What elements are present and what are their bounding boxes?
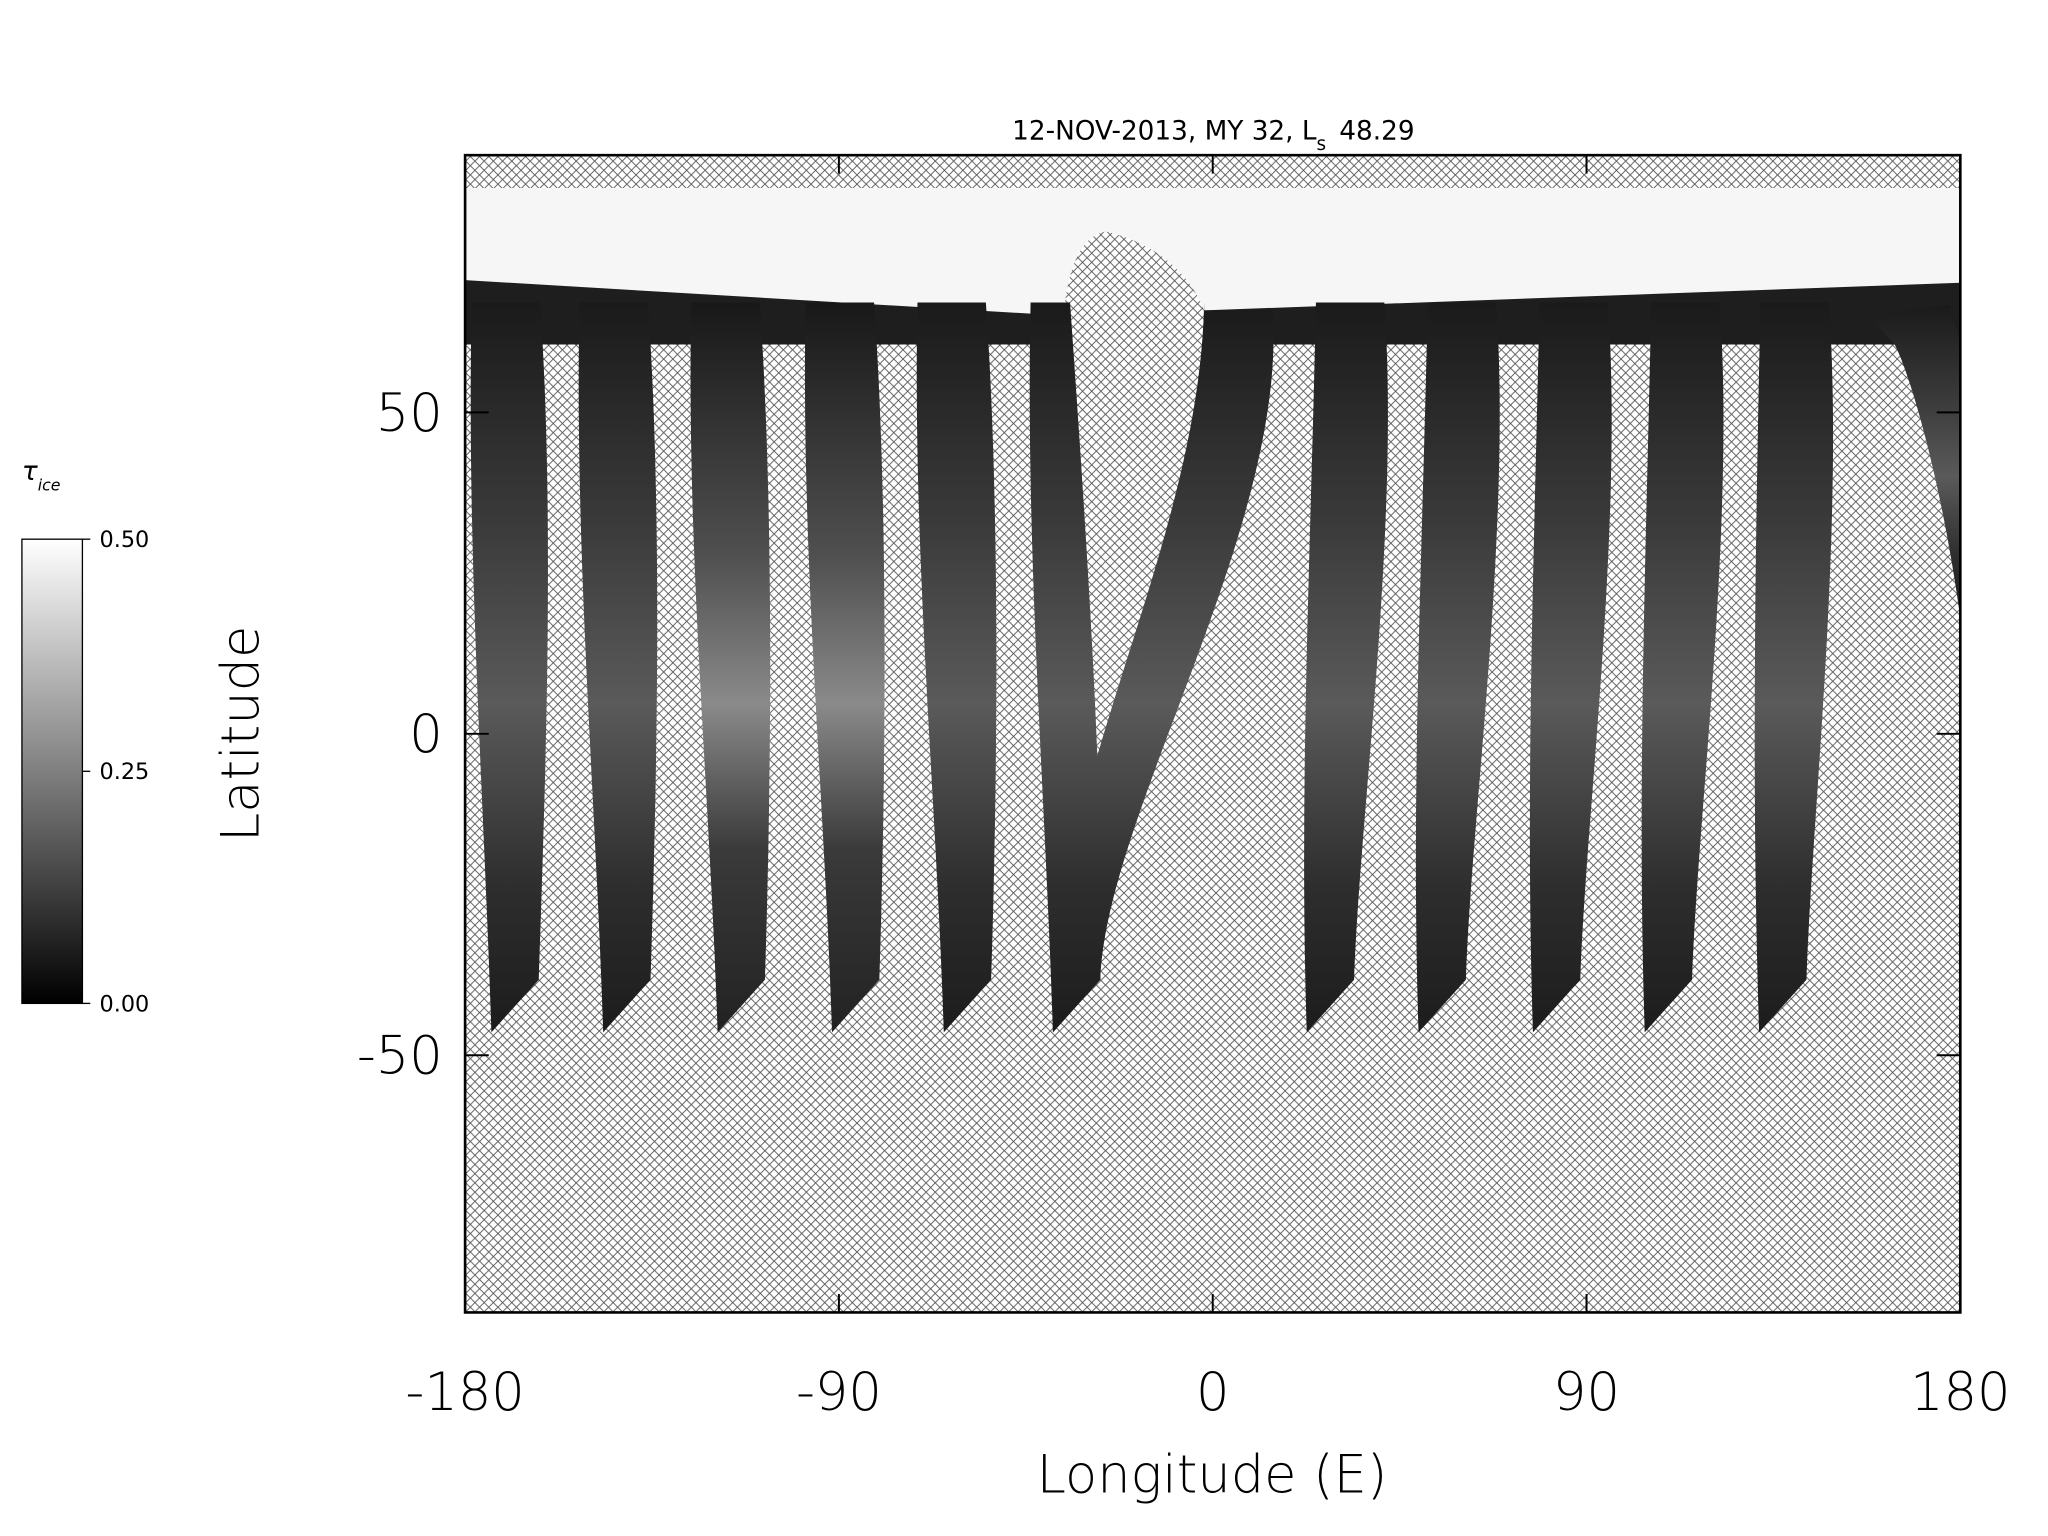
y-axis-label: Latitude [211, 626, 272, 842]
y-tick-label: 0 [409, 704, 442, 765]
swaths [470, 302, 1961, 1033]
y-tick-label: -50 [357, 1026, 443, 1087]
x-tick-label: -180 [405, 1362, 524, 1423]
title-subscript: s [1317, 134, 1327, 155]
title-text: 12-NOV-2013, MY 32, L [1012, 116, 1317, 146]
x-tick-label: 180 [1910, 1362, 2010, 1423]
colorbar-label: τice [22, 457, 61, 495]
swath [1529, 302, 1612, 1033]
colorbar [21, 538, 84, 1005]
swath [1868, 305, 1961, 619]
swath [1754, 302, 1834, 1033]
swath [578, 302, 658, 1033]
swath [690, 302, 771, 1033]
swath [1052, 302, 1274, 1033]
colorbar-tick-label: 0.25 [100, 759, 150, 785]
x-tick-label: -90 [796, 1362, 882, 1423]
title-value: 48.29 [1339, 116, 1414, 146]
x-tick-label: 0 [1196, 1362, 1229, 1423]
swath [1641, 302, 1724, 1033]
colorbar-tick-label: 0.50 [100, 527, 150, 553]
colorbar-tick-label: 0.00 [100, 991, 150, 1017]
swath [470, 302, 548, 1033]
swath [916, 302, 997, 1033]
swath [804, 302, 885, 1033]
x-axis-label: Longitude (E) [1037, 1445, 1388, 1506]
colorbar-symbol: τ [22, 457, 38, 487]
x-tick-label: 90 [1553, 1362, 1620, 1423]
swath [1304, 302, 1388, 1033]
y-tick-label: 50 [376, 383, 443, 444]
colorbar-subscript: ice [38, 476, 61, 495]
map-area [463, 153, 1962, 1314]
polar-cap [465, 188, 1961, 316]
chart-title: 12-NOV-2013, MY 32, Ls 48.29 [1012, 116, 1414, 155]
swath [1415, 302, 1500, 1033]
